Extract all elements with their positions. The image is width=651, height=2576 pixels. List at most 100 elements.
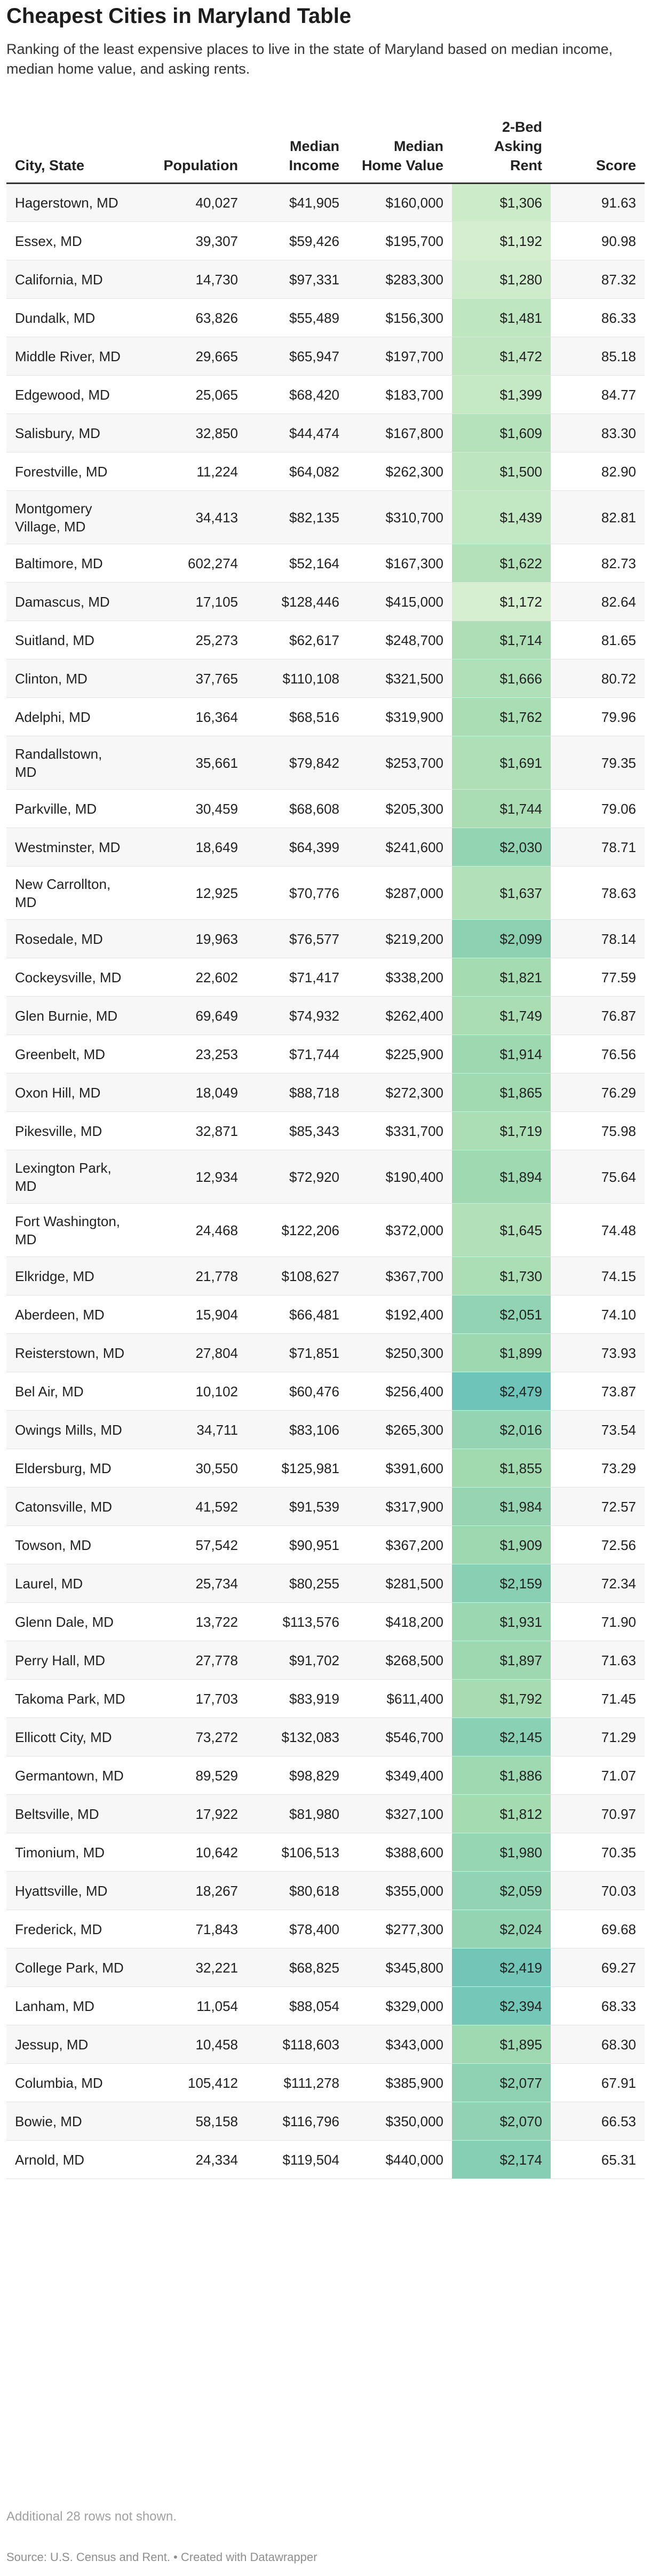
column-header-rent[interactable]: 2-Bed Asking Rent (452, 104, 551, 184)
cell-population: 23,253 (134, 1035, 247, 1074)
cell-population: 10,642 (134, 1833, 247, 1872)
cell-population: 34,711 (134, 1410, 247, 1449)
table-row: Glen Burnie, MD 69,649 $74,932 $262,400 $1,7… (6, 996, 645, 1035)
cell-home-value: $310,700 (348, 490, 452, 544)
cell-population: 13,722 (134, 1602, 247, 1641)
table-row: Lexington Park, MD 12,934 $72,920 $190,400 $… (6, 1150, 645, 1204)
column-header-home-value[interactable]: Median Home Value (348, 104, 452, 184)
cell-rent: $1,691 (452, 736, 551, 790)
cell-population: 105,412 (134, 2063, 247, 2102)
cell-income: $83,919 (247, 1679, 348, 1718)
cell-score: 73.87 (551, 1372, 645, 1411)
cell-score: 78.71 (551, 828, 645, 866)
table-row: Damascus, MD 17,105 $128,446 $415,000 $1,172… (6, 582, 645, 621)
cell-home-value: $160,000 (348, 183, 452, 222)
cell-city: Ellicott City, MD (6, 1718, 134, 1756)
cell-city: Laurel, MD (6, 1564, 134, 1603)
column-header-score[interactable]: Score (551, 104, 645, 184)
cell-city: Randallstown, MD (6, 736, 134, 790)
cell-rent: $1,172 (452, 582, 551, 621)
cell-population: 24,334 (134, 2140, 247, 2179)
cell-population: 63,826 (134, 298, 247, 337)
cell-population: 10,458 (134, 2025, 247, 2064)
cell-score: 76.29 (551, 1073, 645, 1112)
cell-population: 10,102 (134, 1372, 247, 1411)
cell-income: $62,617 (247, 621, 348, 659)
cell-home-value: $262,300 (348, 452, 452, 491)
cell-income: $65,947 (247, 337, 348, 376)
cell-rent: $1,500 (452, 452, 551, 491)
cell-score: 80.72 (551, 659, 645, 698)
cell-income: $64,082 (247, 452, 348, 491)
cell-score: 68.33 (551, 1986, 645, 2025)
cell-city: Perry Hall, MD (6, 1641, 134, 1680)
cell-city: Germantown, MD (6, 1756, 134, 1795)
cell-score: 91.63 (551, 183, 645, 222)
cell-income: $122,206 (247, 1203, 348, 1257)
cell-home-value: $418,200 (348, 1602, 452, 1641)
cell-city: Pikesville, MD (6, 1111, 134, 1150)
cell-score: 84.77 (551, 375, 645, 414)
rows-not-shown-note: Additional 28 rows not shown. (6, 2509, 177, 2524)
cell-population: 57,542 (134, 1525, 247, 1564)
cell-home-value: $329,000 (348, 1986, 452, 2025)
cell-city: Clinton, MD (6, 659, 134, 698)
cell-home-value: $219,200 (348, 919, 452, 958)
column-header-city[interactable]: City, State (6, 104, 134, 184)
cell-income: $60,476 (247, 1372, 348, 1411)
cell-rent: $1,749 (452, 996, 551, 1035)
cell-rent: $1,439 (452, 490, 551, 544)
cell-rent: $1,719 (452, 1111, 551, 1150)
cell-score: 74.10 (551, 1295, 645, 1334)
table-row: Hyattsville, MD 18,267 $80,618 $355,000 $2,0… (6, 1871, 645, 1910)
cell-population: 73,272 (134, 1718, 247, 1756)
cell-rent: $1,714 (452, 621, 551, 659)
cell-rent: $2,024 (452, 1910, 551, 1949)
cell-population: 18,649 (134, 828, 247, 866)
cell-income: $88,718 (247, 1073, 348, 1112)
cell-rent: $1,980 (452, 1833, 551, 1872)
table-row: Randallstown, MD 35,661 $79,842 $253,700 $1,… (6, 736, 645, 790)
cell-home-value: $167,300 (348, 544, 452, 583)
cell-home-value: $343,000 (348, 2025, 452, 2064)
cell-home-value: $248,700 (348, 621, 452, 659)
cell-income: $83,106 (247, 1410, 348, 1449)
cell-population: 12,925 (134, 866, 247, 920)
cell-population: 89,529 (134, 1756, 247, 1795)
cell-score: 75.98 (551, 1111, 645, 1150)
cell-city: Edgewood, MD (6, 375, 134, 414)
column-header-income[interactable]: Median Income (247, 104, 348, 184)
cell-income: $71,417 (247, 958, 348, 997)
cell-home-value: $183,700 (348, 375, 452, 414)
cell-city: Westminster, MD (6, 828, 134, 866)
cell-rent: $1,914 (452, 1035, 551, 1074)
table-row: Oxon Hill, MD 18,049 $88,718 $272,300 $1,865… (6, 1073, 645, 1112)
cell-home-value: $262,400 (348, 996, 452, 1035)
table-row: Hagerstown, MD 40,027 $41,905 $160,000 $1,30… (6, 183, 645, 222)
cell-city: Fort Washington, MD (6, 1203, 134, 1257)
cell-score: 82.90 (551, 452, 645, 491)
cell-income: $72,920 (247, 1150, 348, 1204)
cell-score: 72.56 (551, 1525, 645, 1564)
cell-income: $88,054 (247, 1986, 348, 2025)
table-row: New Carrollton, MD 12,925 $70,776 $287,000 $… (6, 866, 645, 920)
cell-rent: $1,666 (452, 659, 551, 698)
cell-population: 27,804 (134, 1333, 247, 1372)
cell-home-value: $331,700 (348, 1111, 452, 1150)
cell-home-value: $321,500 (348, 659, 452, 698)
cell-income: $128,446 (247, 582, 348, 621)
cell-rent: $1,609 (452, 414, 551, 452)
column-header-population[interactable]: Population (134, 104, 247, 184)
cell-population: 602,274 (134, 544, 247, 583)
cell-population: 22,602 (134, 958, 247, 997)
cell-population: 25,734 (134, 1564, 247, 1603)
table-row: Ellicott City, MD 73,272 $132,083 $546,700 $… (6, 1718, 645, 1756)
cell-home-value: $367,700 (348, 1257, 452, 1295)
cell-score: 79.35 (551, 736, 645, 790)
cell-score: 72.57 (551, 1487, 645, 1526)
chart-subtitle: Ranking of the least expensive places to… (6, 41, 613, 77)
cell-score: 74.15 (551, 1257, 645, 1295)
cell-income: $116,796 (247, 2102, 348, 2141)
cell-city: Bel Air, MD (6, 1372, 134, 1411)
cell-home-value: $225,900 (348, 1035, 452, 1074)
